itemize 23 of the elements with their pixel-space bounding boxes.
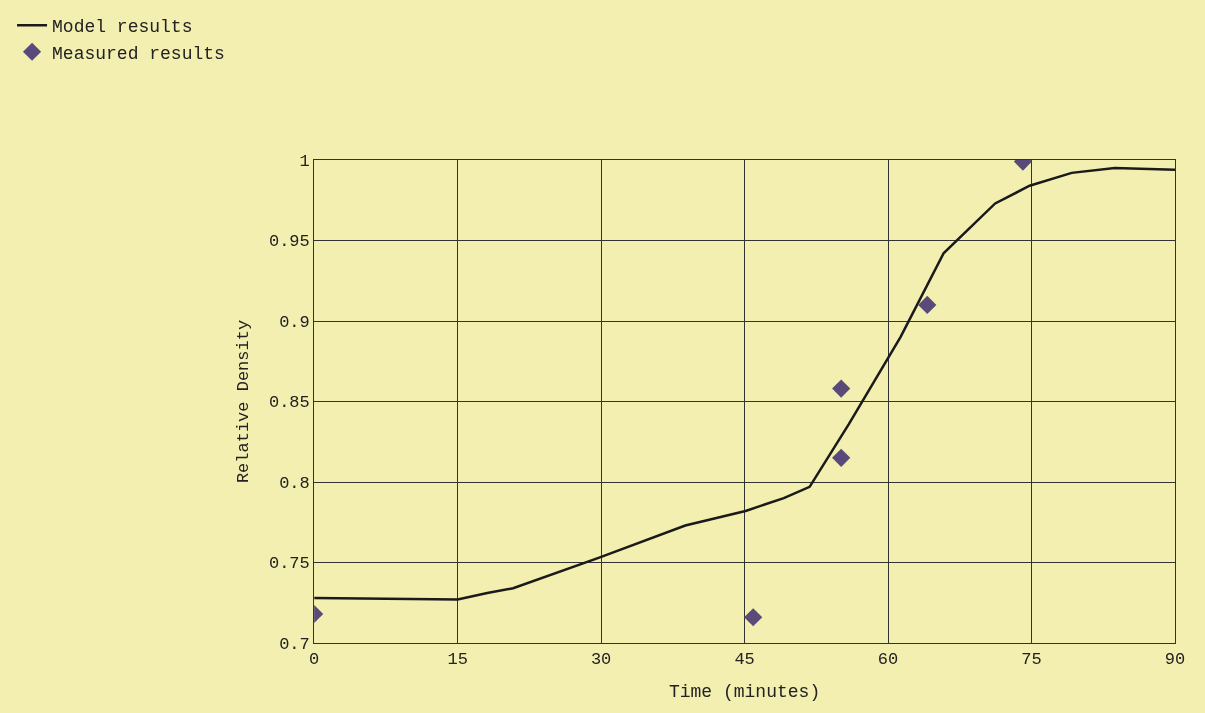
point (918, 295, 937, 314)
point (832, 448, 851, 467)
y-tick-label: 0.9 (279, 312, 310, 332)
legend-label: Model results (52, 17, 193, 38)
point (832, 379, 851, 398)
x-tick-label: 60 (877, 650, 899, 670)
x-tick-label: 15 (447, 650, 468, 670)
line-series (314, 166, 1175, 601)
y-tick-label: 1 (299, 151, 310, 171)
x-tick-label: 0 (309, 650, 320, 670)
y-tick-label: 0.7 (279, 634, 310, 654)
point (744, 608, 763, 627)
y-axis-title: Relative Density (234, 319, 254, 484)
x-tick-label: 75 (1021, 650, 1042, 670)
x-axis-title: Time (minutes) (668, 681, 821, 702)
y-tick-label: 0.85 (268, 393, 310, 413)
legend-label: Measured results (52, 43, 225, 64)
x-tick-label: 30 (590, 650, 612, 670)
y-tick-label: 0.75 (268, 554, 310, 574)
x-tick-label: 90 (1164, 650, 1186, 670)
y-tick-label: 0.8 (279, 473, 310, 493)
x-tick-label: 45 (734, 650, 755, 670)
y-tick-label: 0.95 (268, 232, 310, 252)
